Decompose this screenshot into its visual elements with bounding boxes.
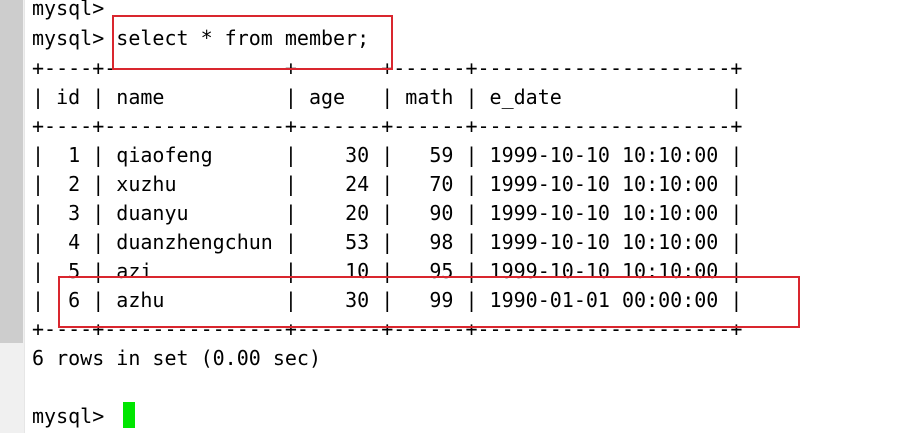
table-row: | 5 | azi | 10 | 95 | 1999-10-10 10:10:0… — [32, 259, 743, 283]
table-row: | 2 | xuzhu | 24 | 70 | 1999-10-10 10:10… — [32, 172, 743, 196]
scrollbar-track[interactable] — [0, 0, 25, 433]
command-highlight-box — [112, 15, 393, 70]
scrollbar-thumb[interactable] — [0, 0, 23, 343]
table-header-row: | id | name | age | math | e_date | — [32, 85, 743, 109]
table-row: | 1 | qiaofeng | 30 | 59 | 1999-10-10 10… — [32, 143, 743, 167]
row-highlight-box — [58, 276, 800, 328]
result-summary: 6 rows in set (0.00 sec) — [32, 346, 321, 370]
table-border-bottom: +----+---------------+-------+------+---… — [32, 317, 743, 341]
prompt-line-previous: mysql> — [32, 0, 105, 20]
text-cursor — [123, 402, 135, 428]
prompt-current: mysql> — [32, 404, 117, 428]
command-line: mysql> select * from member; — [32, 26, 370, 50]
table-row: | 3 | duanyu | 20 | 90 | 1999-10-10 10:1… — [32, 201, 743, 225]
table-border-header: +----+---------------+-------+------+---… — [32, 114, 743, 138]
table-row: | 4 | duanzhengchun | 53 | 98 | 1999-10-… — [32, 230, 743, 254]
table-row: | 6 | azhu | 30 | 99 | 1990-01-01 00:00:… — [32, 288, 743, 312]
